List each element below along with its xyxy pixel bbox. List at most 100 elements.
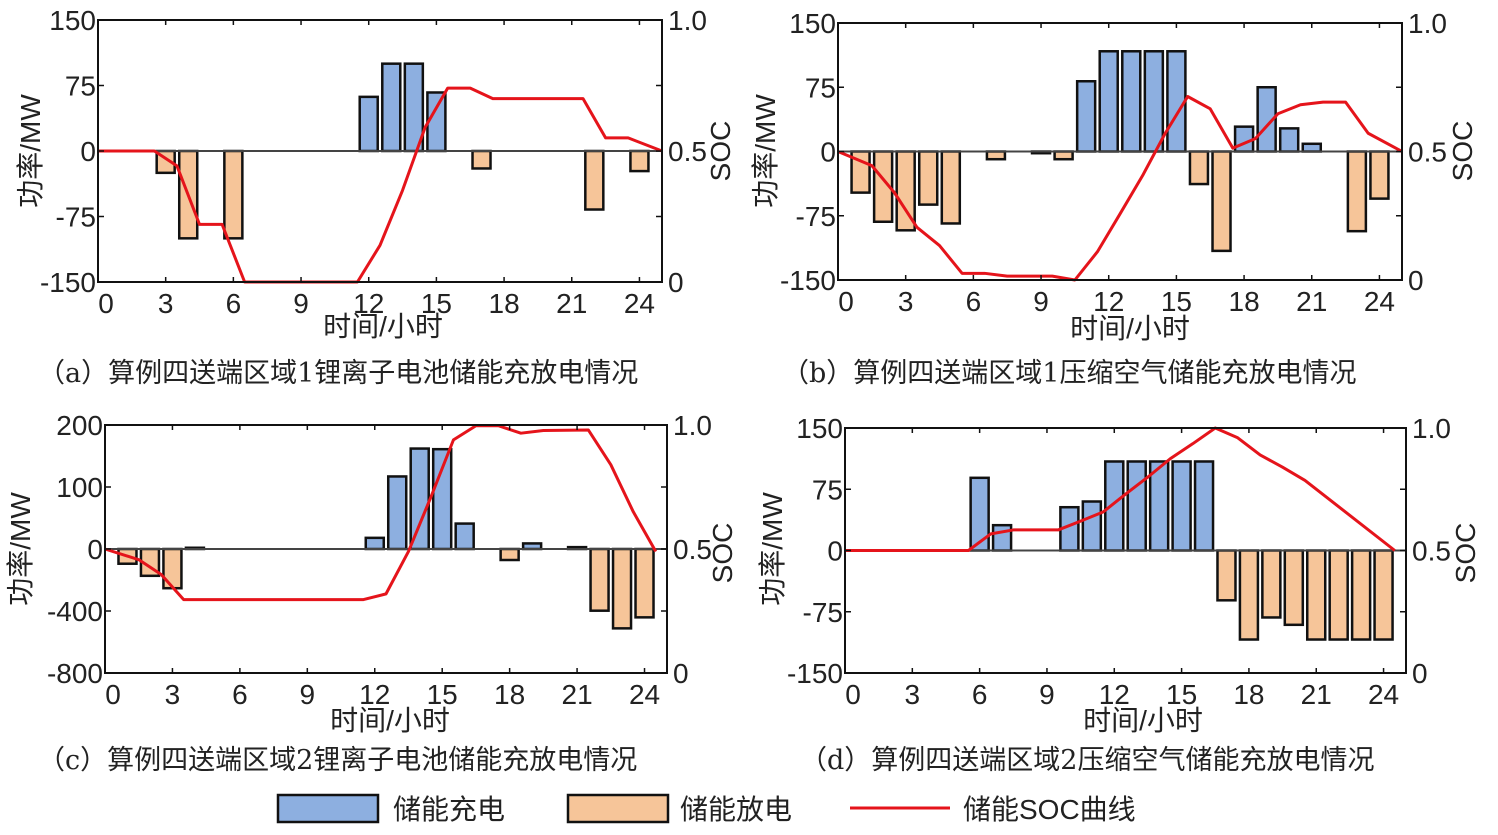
x-tick-label: 21	[556, 288, 587, 319]
x-tick-label: 12	[359, 679, 390, 710]
discharge-bar	[1053, 150, 1074, 161]
legend: 储能充电 储能放电 储能SOC曲线	[276, 793, 1136, 825]
charge-bar	[1233, 125, 1255, 153]
panel-caption: （a）算例四送端区域1锂离子电池储能充放电情况	[38, 358, 638, 389]
x-axis-label: 时间/小时	[1070, 313, 1190, 344]
charge-bar	[1075, 80, 1097, 153]
x-tick-label: 0	[838, 286, 854, 317]
x-tick-label: 9	[1033, 286, 1049, 317]
discharge-bar	[162, 547, 183, 590]
discharge-bar	[589, 547, 610, 612]
y-left-tick-label: 200	[56, 410, 103, 441]
x-tick-label: 21	[1301, 679, 1332, 710]
charge-bar	[386, 475, 408, 551]
charge-bar	[1098, 50, 1119, 153]
x-tick-label: 6	[232, 679, 248, 710]
x-tick-label: 24	[629, 679, 660, 710]
charge-bar	[1121, 50, 1142, 153]
y-left-tick-label: 150	[789, 8, 836, 39]
discharge-bar	[1216, 549, 1237, 602]
discharge-bar	[1346, 150, 1368, 233]
y-right-tick-label: 0.5	[1408, 137, 1447, 168]
legend-soc-label: 储能SOC曲线	[963, 794, 1136, 825]
discharge-bar	[1328, 549, 1349, 641]
x-tick-label: 15	[1161, 286, 1192, 317]
chart-panel: 0 3 6 9 12 15 18 21 24 150 75 0 -75 -150 1.0 0.5 0 功率/MW S…	[750, 8, 1478, 389]
x-tick-label: 0	[105, 679, 121, 710]
y-right-axis-label: SOC	[707, 523, 738, 584]
charge-bar	[1126, 460, 1147, 552]
y-left-tick-label: -75	[796, 201, 836, 232]
y-right-tick-label: 0.5	[668, 136, 707, 167]
charge-bar	[1278, 127, 1300, 153]
x-tick-label: 21	[1296, 286, 1327, 317]
discharge-bar	[499, 547, 520, 562]
charge-bar	[381, 62, 402, 153]
chart-panel: 0 3 6 9 12 15 18 21 24 150 75 0 -75 -150 1.0 0.5 0 功率/MW S…	[757, 413, 1481, 776]
x-tick-label: 12	[1093, 286, 1124, 317]
soc-line	[98, 86, 663, 284]
x-tick-label: 15	[1166, 679, 1197, 710]
panel-caption: （c）算例四送端区域2锂离子电池储能充放电情况	[38, 745, 637, 776]
y-right-tick-label: 0	[668, 267, 684, 298]
y-left-tick-label: -800	[47, 658, 103, 689]
soc-line	[104, 424, 658, 602]
x-tick-label: 12	[353, 288, 384, 319]
discharge-bar	[1261, 549, 1282, 619]
y-left-tick-label: 75	[805, 72, 836, 103]
x-tick-label: 3	[165, 679, 181, 710]
y-left-tick-label: 150	[49, 5, 96, 36]
x-axis-label: 时间/小时	[323, 311, 443, 342]
x-tick-label: 12	[1099, 679, 1130, 710]
y-right-tick-label: 0.5	[1412, 536, 1451, 567]
discharge-bar	[1350, 549, 1372, 641]
chart-panel: 0 3 6 9 12 15 18 21 24 150 75 0 -75 -150 1.0 0.5 0 功率/MW S…	[15, 5, 736, 389]
x-tick-label: 9	[1039, 679, 1055, 710]
charge-bar	[431, 447, 453, 551]
x-tick-label: 0	[845, 679, 861, 710]
y-left-tick-label: -400	[47, 596, 103, 627]
x-tick-label: 15	[421, 288, 452, 319]
discharge-bar	[1188, 150, 1210, 186]
chart-panel: 0 3 6 9 12 15 18 21 24 200 100 0 -400 -800 1.0 0.5 0 功率/M…	[5, 410, 738, 776]
y-left-tick-label: -75	[56, 202, 96, 233]
charge-bar	[409, 447, 430, 551]
discharge-bar	[1373, 549, 1394, 641]
y-right-tick-label: 0	[1408, 265, 1424, 296]
charge-bar	[1104, 460, 1125, 552]
discharge-bar	[1283, 549, 1305, 627]
x-tick-label: 9	[300, 679, 316, 710]
x-tick-label: 9	[293, 288, 309, 319]
y-left-tick-label: -75	[803, 597, 843, 628]
discharge-bar	[985, 150, 1007, 161]
charge-bar	[364, 536, 386, 551]
x-tick-label: 3	[905, 679, 921, 710]
x-tick-label: 6	[972, 679, 988, 710]
charge-bar	[1301, 142, 1323, 153]
charge-bar	[1143, 50, 1165, 153]
x-tick-label: 24	[1368, 679, 1399, 710]
x-tick-label: 21	[562, 679, 593, 710]
y-left-tick-label: 75	[812, 474, 843, 505]
legend-discharge-label: 储能放电	[680, 794, 792, 825]
x-tick-label: 24	[624, 288, 655, 319]
y-left-axis-label: 功率/MW	[757, 492, 788, 606]
charge-bar	[358, 95, 379, 153]
discharge-bar	[1211, 150, 1232, 253]
y-left-tick-label: 0	[87, 534, 103, 565]
y-right-axis-label: SOC	[1450, 523, 1481, 584]
discharge-bar	[1238, 549, 1260, 641]
discharge-bar	[940, 150, 962, 225]
discharge-bar	[611, 547, 633, 630]
soc-line	[837, 95, 1403, 282]
discharge-bar	[917, 150, 939, 206]
y-left-tick-label: 100	[56, 472, 103, 503]
x-tick-label: 18	[1233, 679, 1264, 710]
y-right-tick-label: 0	[673, 658, 689, 689]
charge-bar	[1193, 460, 1215, 552]
y-right-tick-label: 1.0	[1408, 8, 1447, 39]
panel-caption: （b）算例四送端区域1压缩空气储能充放电情况	[782, 358, 1356, 389]
discharge-bar	[1305, 549, 1327, 641]
y-left-axis-label: 功率/MW	[5, 492, 36, 606]
